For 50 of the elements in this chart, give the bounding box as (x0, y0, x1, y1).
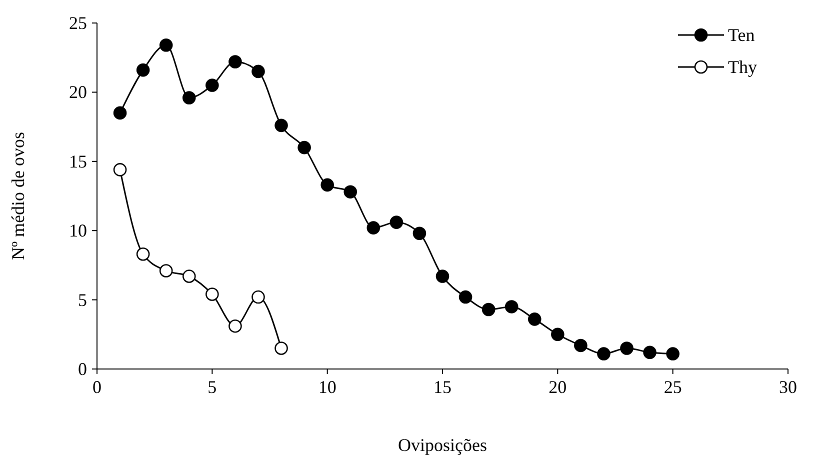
x-axis-title: Oviposições (398, 435, 487, 455)
x-tick-label: 20 (548, 377, 567, 397)
point (159, 264, 173, 278)
x-tick-label: 25 (664, 377, 682, 397)
point (528, 312, 542, 326)
y-tick-label: 5 (78, 290, 87, 310)
point (436, 270, 450, 283)
point (252, 64, 265, 78)
point (228, 55, 242, 68)
x-tick-label: 0 (92, 377, 102, 397)
point (274, 342, 288, 355)
point (320, 178, 334, 192)
point (252, 290, 265, 304)
y-tick-label: 10 (69, 220, 87, 241)
point (597, 347, 610, 360)
legend-label: Ten (728, 25, 755, 45)
x-tick-label: 10 (318, 377, 336, 397)
point (390, 216, 404, 229)
y-tick-label: 20 (69, 82, 87, 102)
point (182, 91, 196, 104)
point (136, 63, 150, 77)
x-tick-label: 30 (779, 377, 797, 397)
point (113, 163, 127, 176)
y-tick-label: 15 (69, 151, 87, 172)
point (482, 302, 496, 316)
point (620, 342, 634, 355)
point (551, 328, 564, 342)
point (666, 347, 680, 360)
point (206, 78, 219, 92)
point (412, 226, 426, 240)
point (298, 140, 311, 154)
point (643, 346, 656, 360)
y-tick-label: 0 (78, 359, 87, 379)
point (182, 270, 196, 283)
point (344, 185, 358, 198)
point (136, 247, 150, 261)
point (228, 319, 242, 333)
point (113, 106, 127, 120)
point (574, 338, 588, 352)
point (458, 290, 472, 304)
y-axis-title: Nº médio de ovos (8, 132, 28, 260)
y-tick-label: 25 (69, 13, 87, 33)
legend-label: Thy (728, 57, 757, 77)
point (206, 288, 219, 301)
point (159, 38, 173, 52)
x-tick-label: 15 (434, 377, 452, 397)
point (274, 118, 288, 132)
point (504, 300, 518, 314)
point (366, 221, 380, 234)
x-tick-label: 5 (208, 377, 217, 397)
